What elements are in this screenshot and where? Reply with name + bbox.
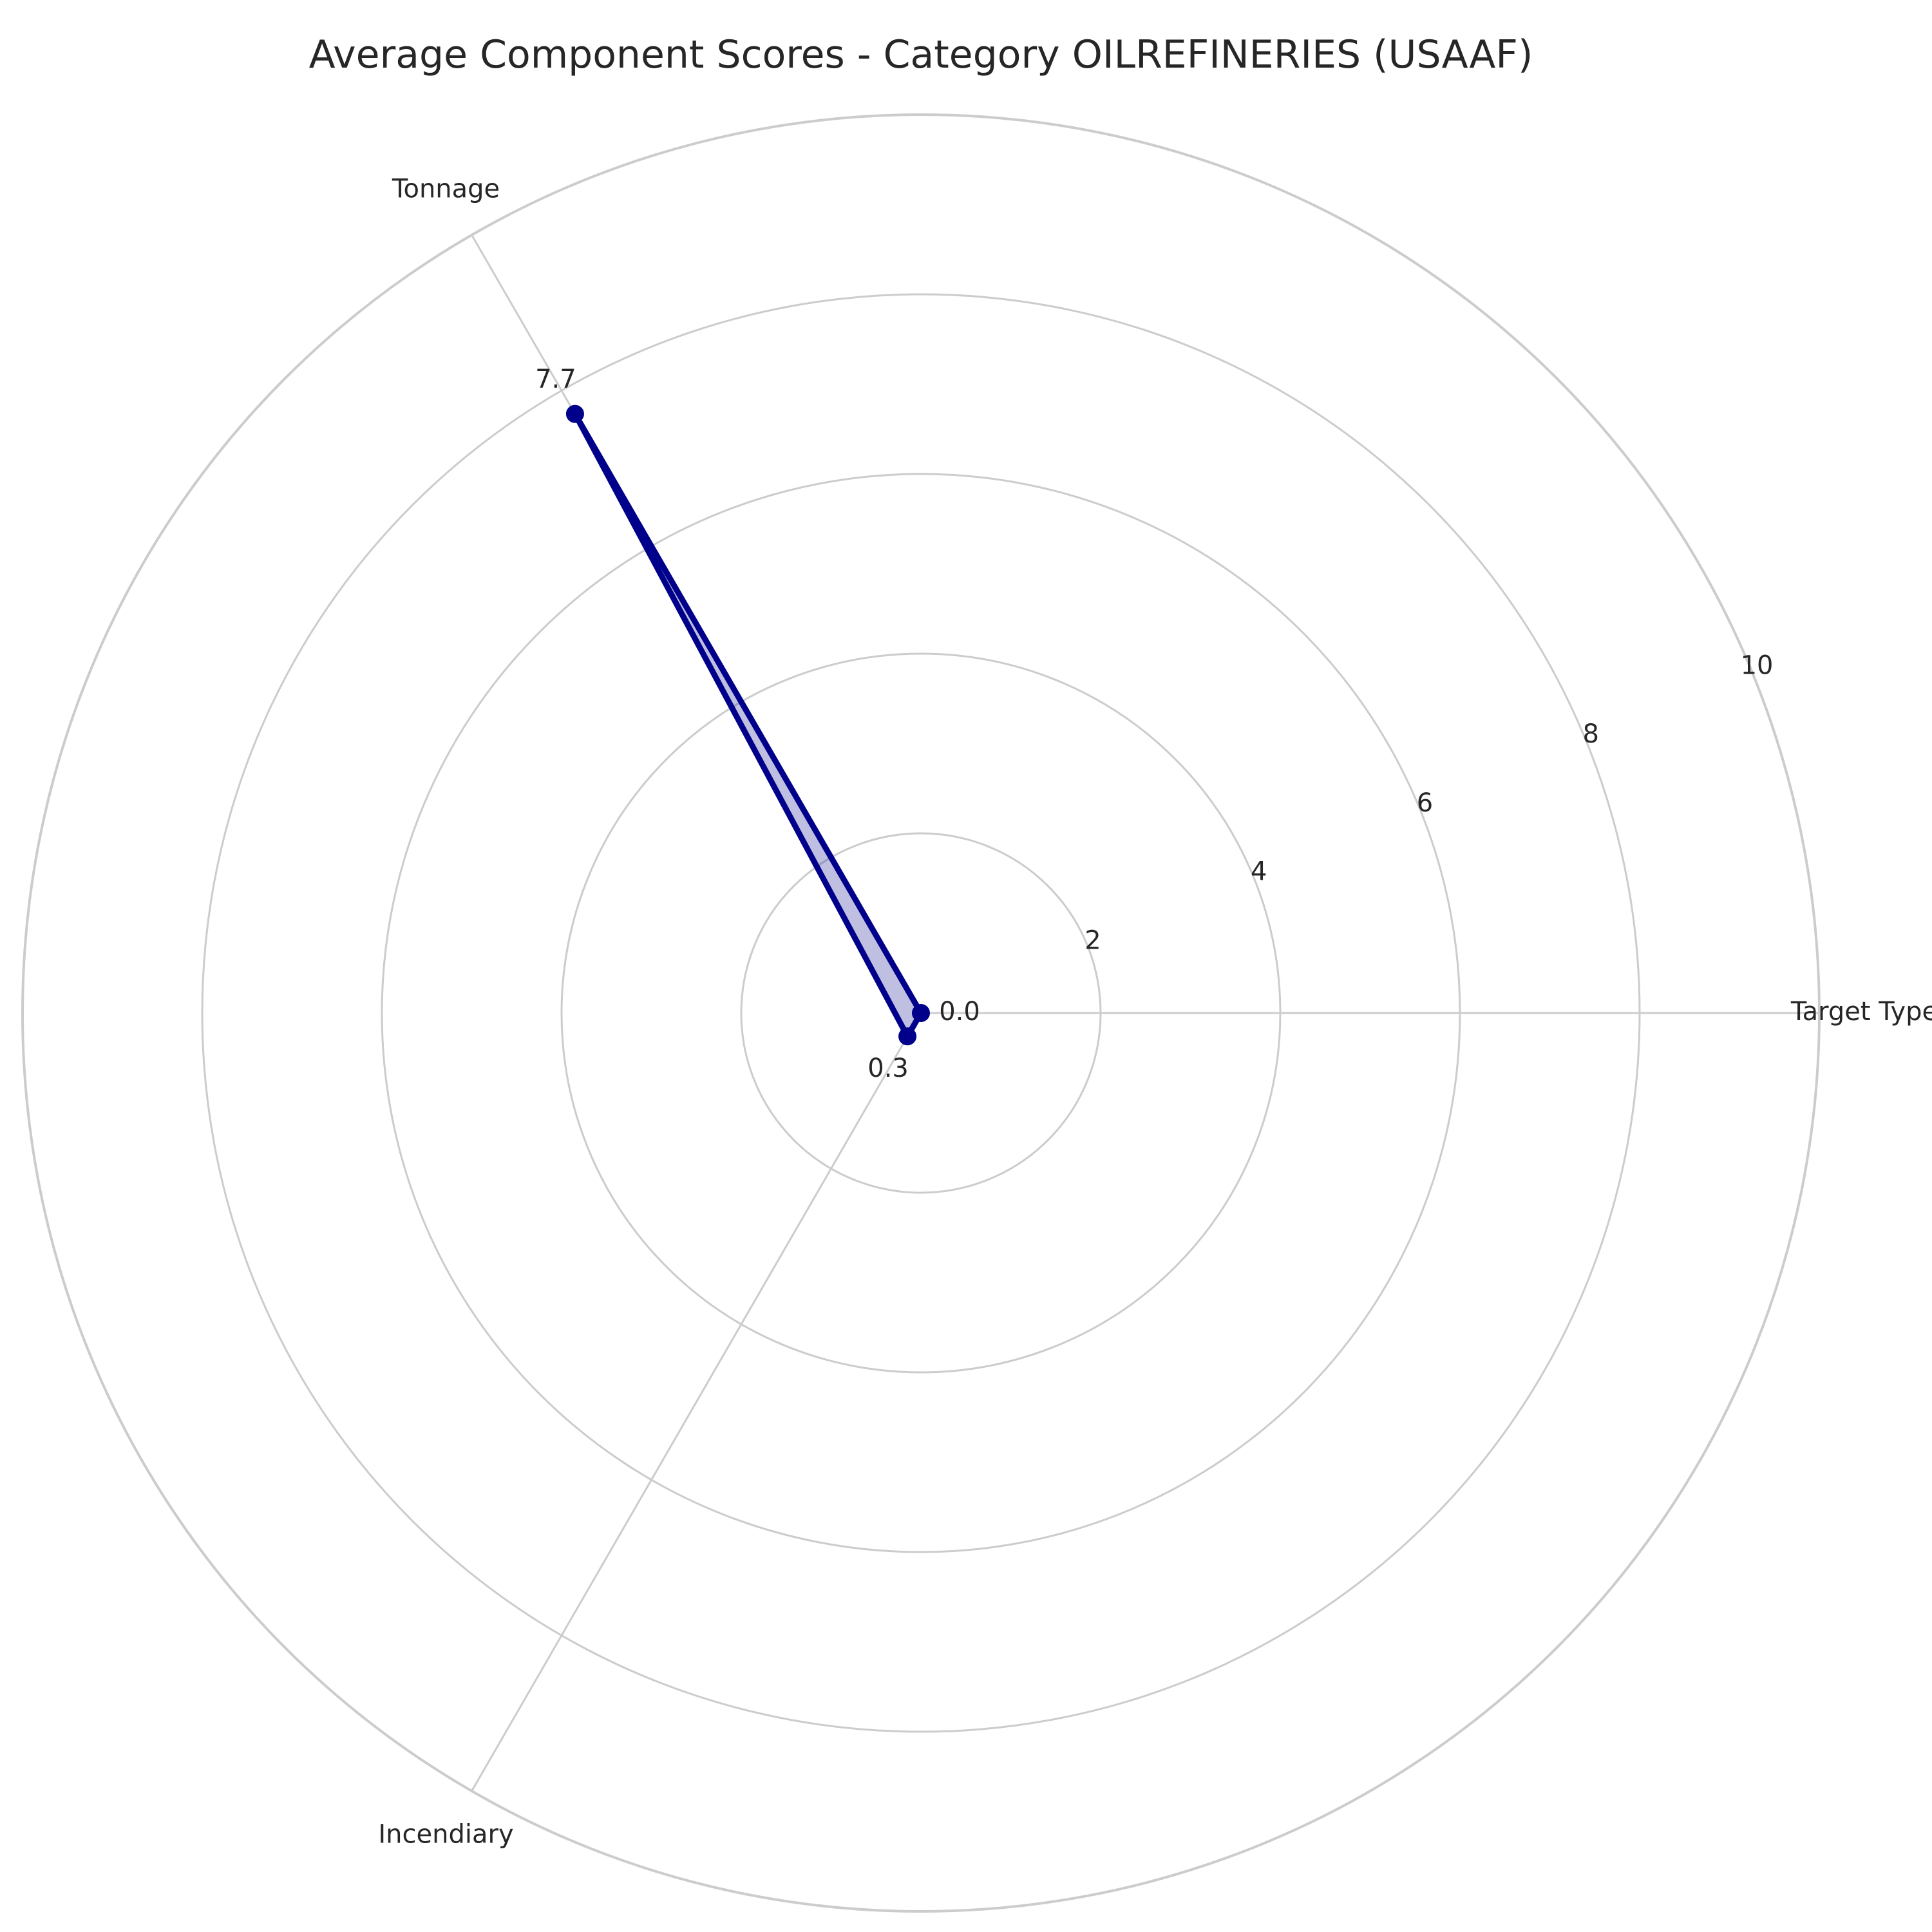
r-tick-label: 8 — [1583, 719, 1599, 749]
r-tick-label: 10 — [1741, 650, 1774, 680]
data-point — [912, 1004, 930, 1022]
data-point — [898, 1027, 917, 1046]
r-tick-label: 2 — [1084, 925, 1101, 955]
spoke-2 — [471, 1012, 922, 1792]
series-layer — [565, 404, 930, 1046]
series-area — [574, 413, 921, 1037]
category-label: Incendiary — [378, 1819, 513, 1849]
grid-layer — [21, 113, 1821, 1913]
value-label: 0.3 — [867, 1054, 909, 1083]
value-label: 0.0 — [939, 997, 980, 1027]
label-layer: 2 4 6 8 10 Target Type Tonnage Incendiary 0.0 7.7… — [378, 175, 1932, 1850]
series-line — [572, 411, 924, 1039]
data-point — [565, 404, 584, 423]
category-label: Tonnage — [392, 175, 500, 204]
value-label: 7.7 — [535, 365, 576, 394]
chart-title: Average Component Scores - Category OILR… — [309, 32, 1533, 77]
r-tick-label: 6 — [1417, 788, 1433, 818]
r-tick-label: 4 — [1251, 857, 1267, 887]
category-label: Target Type — [1790, 997, 1932, 1027]
